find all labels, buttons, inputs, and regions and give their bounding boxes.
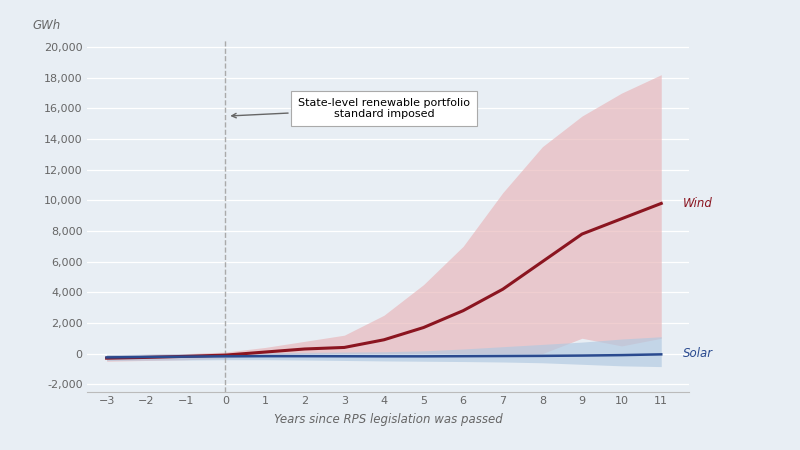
X-axis label: Years since RPS legislation was passed: Years since RPS legislation was passed [274, 413, 502, 426]
Text: GWh: GWh [33, 19, 61, 32]
Text: State-level renewable portfolio
standard imposed: State-level renewable portfolio standard… [232, 98, 470, 119]
Text: Wind: Wind [683, 197, 713, 210]
Text: Solar: Solar [683, 347, 713, 360]
